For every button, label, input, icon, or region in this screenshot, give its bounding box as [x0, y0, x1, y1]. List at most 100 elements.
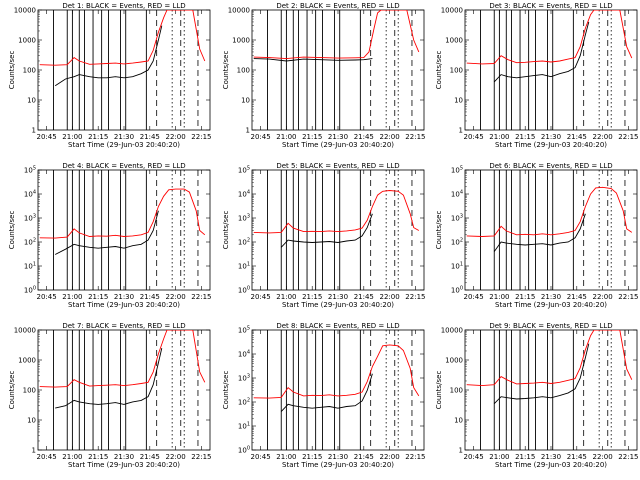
y-tick-label: 10: [27, 97, 36, 105]
y-tick-label: 105: [451, 166, 463, 175]
y-tick-label: 104: [24, 190, 36, 199]
y-tick-label: 1: [459, 447, 463, 455]
x-tick-label: 21:00: [489, 133, 509, 141]
y-tick-label: 1: [32, 447, 36, 455]
chart-title: Det 3: BLACK = Events, RED = LLD: [489, 2, 612, 10]
panel-det-2: Det 2: BLACK = Events, RED = LLD 1 10 100 10…: [222, 2, 425, 149]
x-tick-label: 20:45: [37, 293, 57, 301]
y-tick-label: 103: [238, 214, 250, 223]
x-tick-label: 21:00: [62, 453, 82, 461]
chart-title: Det 6: BLACK = Events, RED = LLD: [489, 162, 612, 170]
y-tick-label: 104: [238, 190, 250, 199]
y-axis-label: Counts/sec: [435, 51, 443, 90]
chart-title: Det 1: BLACK = Events, RED = LLD: [62, 2, 185, 10]
y-axis-label: Counts/sec: [222, 211, 230, 250]
y-tick-label: 101: [238, 422, 250, 431]
x-tick-label: 21:00: [276, 453, 296, 461]
y-tick-label: 100: [23, 387, 36, 395]
y-tick-label: 100: [238, 446, 250, 455]
x-tick-label: 21:30: [328, 293, 348, 301]
y-tick-label: 102: [238, 238, 250, 247]
y-tick-label: 101: [238, 262, 250, 271]
y-tick-label: 105: [238, 166, 250, 175]
y-tick-label: 1: [246, 127, 250, 135]
series-lld-line: [253, 10, 420, 60]
x-tick-label: 21:45: [140, 293, 160, 301]
chart-title: Det 5: BLACK = Events, RED = LLD: [276, 162, 399, 170]
x-tick-label: 21:00: [489, 293, 509, 301]
x-tick-label: 21:30: [328, 133, 348, 141]
x-tick-label: 21:45: [567, 453, 587, 461]
y-tick-label: 1000: [18, 357, 36, 365]
chart-title: Det 7: BLACK = Events, RED = LLD: [62, 322, 185, 330]
series-lld-line: [466, 330, 633, 387]
x-tick-label: 21:30: [541, 133, 561, 141]
y-tick-label: 103: [24, 214, 36, 223]
y-tick-label: 100: [238, 286, 250, 295]
x-tick-label: 22:15: [618, 293, 638, 301]
y-tick-label: 102: [238, 398, 250, 407]
series-events-line: [54, 25, 163, 87]
series-lld-line: [39, 330, 206, 388]
y-tick-label: 1000: [445, 357, 463, 365]
x-axis-label: Start Time (29-Jun-03 20:40:20): [68, 141, 180, 149]
x-tick-label: 21:15: [88, 293, 108, 301]
x-tick-label: 20:45: [37, 133, 57, 141]
series-events-line: [253, 58, 373, 62]
series-events-line: [54, 210, 159, 255]
x-tick-label: 21:00: [489, 453, 509, 461]
x-tick-label: 22:00: [593, 453, 613, 461]
y-tick-label: 100: [23, 67, 36, 75]
x-tick-label: 21:00: [62, 133, 82, 141]
x-tick-label: 21:15: [302, 453, 322, 461]
y-tick-label: 10: [454, 97, 463, 105]
panel-det-6: Det 6: BLACK = Events, RED = LLD 100 101 10…: [435, 162, 638, 309]
x-tick-label: 22:00: [380, 453, 400, 461]
x-tick-label: 21:45: [354, 453, 374, 461]
y-tick-label: 101: [24, 262, 36, 271]
x-tick-label: 22:15: [405, 453, 425, 461]
x-tick-label: 22:15: [618, 133, 638, 141]
y-tick-label: 103: [238, 374, 250, 383]
y-tick-label: 104: [238, 350, 250, 359]
x-tick-label: 20:45: [464, 293, 484, 301]
series-lld-line: [466, 10, 633, 65]
x-tick-label: 21:45: [354, 133, 374, 141]
x-tick-label: 21:00: [62, 293, 82, 301]
x-axis-label: Start Time (29-Jun-03 20:40:20): [282, 461, 394, 469]
y-tick-label: 10000: [441, 327, 463, 335]
y-axis-label: Counts/sec: [8, 51, 16, 90]
x-axis-label: Start Time (29-Jun-03 20:40:20): [68, 461, 180, 469]
x-tick-label: 21:15: [88, 453, 108, 461]
x-tick-label: 21:15: [302, 293, 322, 301]
x-tick-label: 21:00: [276, 293, 296, 301]
x-tick-label: 22:00: [380, 133, 400, 141]
y-axis-label: Counts/sec: [8, 371, 16, 410]
panel-det-8: Det 8: BLACK = Events, RED = LLD 100 101 10…: [222, 322, 425, 469]
x-tick-label: 20:45: [37, 453, 57, 461]
y-tick-label: 102: [451, 238, 463, 247]
x-tick-label: 21:15: [515, 453, 535, 461]
x-tick-label: 22:00: [166, 453, 186, 461]
series-events-line: [55, 347, 163, 409]
x-tick-label: 21:30: [328, 453, 348, 461]
y-tick-label: 10: [454, 417, 463, 425]
x-tick-label: 20:45: [251, 453, 271, 461]
x-axis-label: Start Time (29-Jun-03 20:40:20): [282, 141, 394, 149]
y-tick-label: 105: [24, 166, 36, 175]
x-tick-label: 20:45: [251, 133, 271, 141]
x-tick-label: 21:30: [114, 453, 134, 461]
x-axis-label: Start Time (29-Jun-03 20:40:20): [495, 141, 607, 149]
y-axis-label: Counts/sec: [435, 371, 443, 410]
y-tick-label: 10000: [14, 7, 36, 15]
series-lld-line: [39, 10, 206, 66]
y-tick-label: 102: [24, 238, 36, 247]
panel-det-7: Det 7: BLACK = Events, RED = LLD 1 10 100 10…: [8, 322, 211, 469]
y-tick-label: 10000: [441, 7, 463, 15]
x-tick-label: 21:30: [541, 453, 561, 461]
x-tick-label: 22:15: [618, 453, 638, 461]
x-tick-label: 22:15: [191, 133, 211, 141]
x-tick-label: 21:15: [302, 133, 322, 141]
y-tick-label: 100: [237, 67, 250, 75]
x-tick-label: 21:30: [114, 133, 134, 141]
